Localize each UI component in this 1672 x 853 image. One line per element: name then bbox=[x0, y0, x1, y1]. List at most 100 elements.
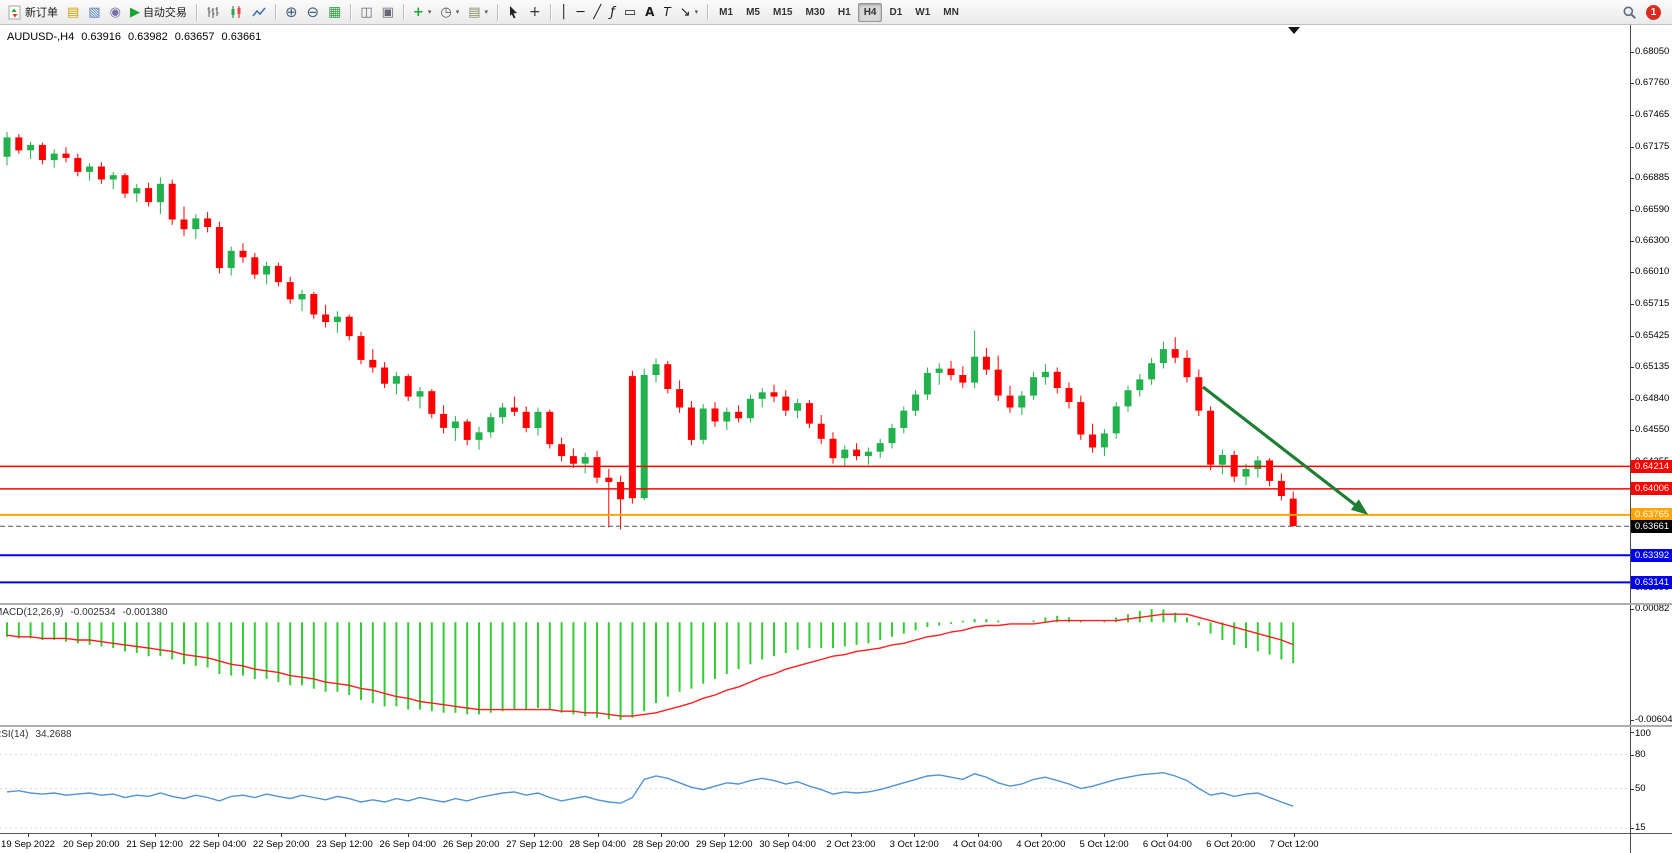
notification-badge[interactable]: 1 bbox=[1646, 4, 1661, 20]
indicators-button[interactable]: + ▾ bbox=[409, 2, 435, 23]
time-axis[interactable]: 19 Sep 2022 20 Sep 20:00 21 Sep 12:00 22 Se… bbox=[0, 833, 1630, 853]
zoom-out-button[interactable]: ⊖ bbox=[303, 2, 324, 23]
tab-mn[interactable]: MN bbox=[943, 6, 959, 18]
new-order-button[interactable]: 新订单 bbox=[3, 2, 62, 23]
bar-chart-button[interactable] bbox=[202, 2, 224, 23]
new-chart-button[interactable]: ▤ bbox=[63, 2, 83, 23]
time-axis-label[interactable]: 29 Sep 12:00 bbox=[696, 839, 753, 850]
candle-body bbox=[770, 392, 778, 397]
price-tick bbox=[1631, 398, 1634, 400]
crosshair-button[interactable]: + bbox=[525, 2, 545, 23]
trendline-button[interactable]: ╱ bbox=[589, 2, 605, 23]
zoom-in-button[interactable]: ⊕ bbox=[281, 2, 302, 23]
time-axis-label[interactable]: 6 Oct 04:00 bbox=[1142, 839, 1192, 850]
time-tick bbox=[597, 833, 599, 837]
candle-body bbox=[1195, 377, 1203, 411]
shapes-button[interactable]: ▭ bbox=[620, 2, 640, 23]
candle-body bbox=[15, 137, 23, 151]
time-axis-label[interactable]: 28 Sep 20:00 bbox=[632, 839, 690, 850]
candle-body bbox=[546, 411, 554, 445]
macd-pane[interactable] bbox=[0, 605, 1630, 725]
time-tick bbox=[724, 833, 726, 837]
low-value: 0.63657 bbox=[174, 31, 215, 43]
line-chart-button[interactable] bbox=[248, 2, 270, 23]
pane-separator[interactable] bbox=[0, 725, 1672, 727]
arrow-tool-icon: ↘ bbox=[679, 4, 691, 20]
cursor-button[interactable] bbox=[503, 2, 524, 23]
rsi-pane[interactable] bbox=[0, 727, 1630, 833]
price-axis-label: 0.65715 bbox=[1635, 298, 1670, 310]
tab-m1[interactable]: M1 bbox=[719, 6, 734, 18]
time-tick bbox=[787, 833, 789, 837]
price-tick bbox=[1631, 788, 1634, 790]
trend-arrow-line[interactable] bbox=[1202, 385, 1359, 509]
templates-button[interactable]: ▤ ▾ bbox=[464, 2, 492, 23]
candle-body bbox=[1183, 357, 1191, 378]
time-axis-label[interactable]: 22 Sep 04:00 bbox=[189, 839, 247, 850]
options-button[interactable]: ◉ bbox=[106, 2, 125, 23]
horizontal-line-button[interactable]: ─ bbox=[573, 2, 589, 23]
time-axis-label[interactable]: 2 Oct 23:00 bbox=[826, 839, 876, 850]
tile-windows-button[interactable]: ▦ bbox=[324, 2, 345, 23]
chart-window[interactable]: AUDUSD-,H4 0.63916 0.63982 0.63657 0.636… bbox=[0, 25, 1672, 853]
indicator-axis-label: -0.006044 bbox=[1635, 714, 1672, 725]
chevron-down-icon: ▾ bbox=[427, 8, 432, 16]
candle-body bbox=[1100, 433, 1108, 448]
time-axis-label[interactable]: 26 Sep 04:00 bbox=[379, 839, 437, 850]
tab-h4[interactable]: H4 bbox=[857, 2, 883, 22]
candle-body bbox=[935, 368, 943, 373]
time-axis-label[interactable]: 27 Sep 12:00 bbox=[506, 839, 563, 850]
periods-button[interactable]: ◷ ▾ bbox=[436, 2, 463, 23]
time-axis-label[interactable]: 7 Oct 12:00 bbox=[1269, 839, 1319, 850]
fibonacci-button[interactable]: ƒ bbox=[606, 2, 619, 23]
time-axis-label[interactable]: 22 Sep 20:00 bbox=[252, 839, 310, 850]
candle-body bbox=[322, 314, 330, 323]
tab-d1[interactable]: D1 bbox=[889, 6, 903, 18]
time-axis-label[interactable]: 21 Sep 12:00 bbox=[126, 839, 183, 850]
label-button[interactable]: T bbox=[659, 2, 674, 23]
time-axis-label[interactable]: 20 Sep 20:00 bbox=[63, 839, 120, 850]
candle-body bbox=[558, 444, 566, 457]
time-axis-label[interactable]: 19 Sep 2022 bbox=[1, 839, 55, 850]
candle-body bbox=[215, 227, 223, 269]
tab-m5[interactable]: M5 bbox=[746, 6, 760, 18]
candle-body bbox=[1041, 371, 1049, 378]
arrows-button[interactable]: ↘ ▾ bbox=[676, 2, 702, 23]
time-axis-label[interactable]: 26 Sep 20:00 bbox=[442, 839, 500, 850]
time-axis-label[interactable]: 6 Oct 20:00 bbox=[1206, 839, 1256, 850]
pane-separator[interactable] bbox=[0, 603, 1672, 605]
time-axis-label[interactable]: 4 Oct 20:00 bbox=[1016, 839, 1066, 850]
rsi-name: RSI(14) bbox=[0, 729, 29, 740]
cascade-windows-button[interactable]: ▣ bbox=[378, 2, 398, 23]
tab-h1[interactable]: H1 bbox=[837, 6, 851, 18]
price-axis[interactable]: 0.68050 0.67760 0.67465 0.67175 0.66885 0.665… bbox=[1630, 25, 1672, 853]
candle-body bbox=[805, 403, 813, 424]
tab-m15[interactable]: M15 bbox=[772, 6, 793, 18]
chart-shift-marker[interactable] bbox=[1288, 27, 1300, 34]
candle-body bbox=[640, 375, 648, 499]
arrange-charts-button[interactable]: ◫ bbox=[356, 2, 376, 23]
time-tick bbox=[28, 833, 29, 837]
price-tick bbox=[1631, 209, 1634, 211]
time-axis-label[interactable]: 30 Sep 04:00 bbox=[759, 839, 816, 850]
time-axis-label[interactable]: 23 Sep 12:00 bbox=[316, 839, 373, 850]
horizontal-line-icon: ─ bbox=[576, 4, 585, 20]
autotrading-button[interactable]: ▶ 自动交易 bbox=[126, 2, 191, 23]
profiles-button[interactable]: ▧ bbox=[84, 2, 104, 23]
time-tick bbox=[154, 833, 156, 837]
time-axis-label[interactable]: 4 Oct 04:00 bbox=[952, 839, 1003, 850]
tab-m30[interactable]: M30 bbox=[805, 6, 825, 18]
autotrading-label: 自动交易 bbox=[142, 7, 187, 19]
time-axis-label[interactable]: 28 Sep 04:00 bbox=[569, 839, 626, 850]
candle-body bbox=[133, 188, 141, 194]
tab-w1[interactable]: W1 bbox=[915, 6, 931, 18]
profiles-icon: ▧ bbox=[88, 4, 101, 20]
time-axis-label[interactable]: 3 Oct 12:00 bbox=[889, 839, 939, 850]
trend-arrow-head[interactable] bbox=[1350, 499, 1369, 515]
candlestick-chart-button[interactable] bbox=[225, 2, 247, 23]
vertical-line-button[interactable]: │ bbox=[556, 2, 572, 23]
text-button[interactable]: A bbox=[641, 2, 658, 23]
price-pane[interactable] bbox=[0, 25, 1630, 603]
search-button[interactable] bbox=[1618, 2, 1641, 23]
time-axis-label[interactable]: 5 Oct 12:00 bbox=[1079, 839, 1129, 850]
